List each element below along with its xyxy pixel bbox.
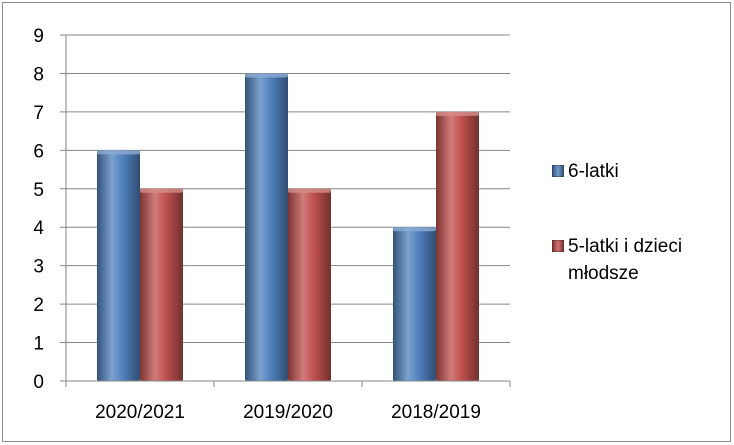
- x-tick-label: 2019/2020: [243, 402, 333, 423]
- bar-cap: [393, 227, 436, 232]
- y-tick-label: 8: [33, 64, 44, 85]
- x-tick-label: 2020/2021: [95, 402, 185, 423]
- y-tick-label: 7: [33, 103, 44, 124]
- legend-label-series-1: 5-latki i dzieci młodsze: [568, 236, 683, 284]
- y-tick-label: 9: [33, 26, 44, 47]
- y-tick-label: 5: [33, 180, 44, 201]
- bars: [97, 73, 479, 381]
- bar-6-latki-2019/2020: [245, 73, 288, 381]
- bar-6-latki-2018/2019: [393, 227, 436, 381]
- legend-label-series-0: 6-latki: [568, 161, 619, 182]
- legend-item-series-0: 6-latki: [552, 158, 619, 185]
- bar-cap: [288, 188, 331, 193]
- bar-5-latki-2020/2021: [140, 188, 183, 381]
- bar-cap: [97, 150, 140, 155]
- bar-cap: [245, 73, 288, 78]
- y-tick-label: 3: [33, 257, 44, 278]
- y-tick-label: 6: [33, 141, 44, 162]
- axes: 0 1 2 3 4 5 6 7 8 9 2020/2021 2019/2020 2018/2019: [33, 26, 511, 423]
- y-tick-label: 1: [33, 334, 44, 355]
- legend-swatch-series-1: [552, 240, 564, 252]
- bar-cap: [140, 188, 183, 193]
- bar-cap: [436, 111, 479, 116]
- bar-5-latki-2019/2020: [288, 188, 331, 381]
- x-tick-label: 2018/2019: [391, 402, 481, 423]
- y-tick-label: 4: [33, 218, 44, 239]
- bar-5-latki-2018/2019: [436, 111, 479, 381]
- y-tick-label: 2: [33, 295, 44, 316]
- bar-6-latki-2020/2021: [97, 150, 140, 381]
- y-tick-label: 0: [33, 372, 44, 393]
- legend-item-series-1: 5-latki i dzieci młodsze: [552, 233, 722, 287]
- legend-swatch-series-0: [552, 165, 564, 177]
